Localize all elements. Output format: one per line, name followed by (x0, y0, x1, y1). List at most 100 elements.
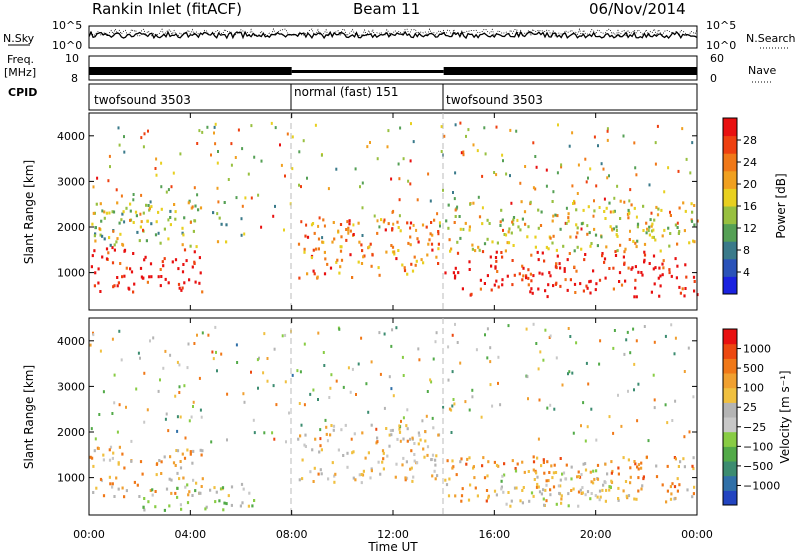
power-cell (468, 225, 471, 229)
power-cell (654, 238, 657, 242)
velocity-cell (465, 462, 468, 466)
power-cell (99, 202, 102, 206)
power-cell (323, 224, 326, 228)
power-cell (312, 248, 315, 252)
velocity-cell (352, 476, 355, 480)
velocity-cell (390, 344, 393, 348)
velocity-cell (194, 489, 197, 493)
velocity-cell (256, 358, 259, 362)
velocity-cell (431, 474, 434, 478)
power-cell (601, 252, 604, 255)
velocity-cell (399, 439, 402, 443)
power-cell (303, 250, 306, 254)
power-cell (611, 228, 614, 232)
power-cell (661, 273, 664, 277)
power-cell (199, 206, 203, 210)
power-cell (403, 266, 406, 270)
power-cell (582, 289, 585, 293)
power-cell (345, 238, 348, 242)
power-cell (674, 257, 677, 261)
velocity-cell (176, 415, 179, 419)
power-cell (398, 177, 401, 181)
velocity-cell (460, 499, 463, 503)
power-cell (586, 286, 589, 290)
power-cell (622, 255, 625, 259)
power-cell (361, 206, 364, 210)
power-cell (627, 208, 630, 212)
power-cell (185, 259, 188, 263)
power-cell (489, 255, 492, 259)
power-cell (544, 289, 547, 293)
velocity-cell (332, 428, 335, 432)
power-cell (111, 210, 114, 214)
velocity-cell (549, 403, 552, 407)
power-cell (390, 244, 393, 247)
colorbar-tick-label: −500 (743, 460, 773, 473)
power-cell (438, 221, 441, 225)
power-cell (397, 162, 400, 166)
velocity-cell (666, 489, 669, 493)
power-cell (538, 271, 541, 275)
power-cell (360, 262, 364, 265)
power-cell (253, 155, 256, 159)
power-cell (132, 193, 135, 196)
power-cell (183, 248, 187, 252)
power-cell (366, 145, 369, 149)
power-cell (646, 227, 649, 231)
power-cell (584, 157, 587, 161)
power-cell (690, 202, 693, 206)
power-cell (439, 224, 441, 228)
power-cell (497, 285, 500, 289)
velocity-cell (608, 415, 611, 419)
velocity-cell (258, 356, 260, 360)
velocity-cell (325, 425, 328, 429)
velocity-cell (332, 424, 336, 428)
velocity-cell (459, 460, 462, 464)
velocity-cell (419, 438, 422, 442)
power-cell (685, 275, 688, 279)
power-cell (613, 196, 616, 200)
velocity-cell (151, 493, 154, 497)
power-cell (313, 272, 316, 276)
velocity-cell (337, 448, 340, 452)
velocity-cell (612, 346, 615, 350)
power-cell (390, 177, 393, 181)
velocity-cell (452, 398, 455, 401)
power-cell (457, 271, 460, 275)
power-cell (630, 267, 633, 271)
velocity-cell (226, 392, 229, 396)
velocity-cell (317, 331, 320, 335)
velocity-colorbar-label: Velocity [m s⁻¹] (778, 370, 792, 463)
velocity-cell (500, 479, 503, 483)
power-cell (685, 157, 688, 161)
power-cell (410, 122, 412, 126)
power-cell (163, 227, 166, 231)
power-cell (577, 163, 580, 167)
power-cell (448, 238, 451, 242)
velocity-cell (429, 378, 432, 382)
power-cell (213, 125, 216, 129)
power-cell (329, 266, 333, 270)
power-cell (148, 208, 151, 212)
power-cell (627, 212, 631, 216)
power-cell (198, 256, 201, 260)
velocity-cell (118, 445, 121, 449)
freq-label: Freq. (7, 53, 34, 66)
power-cell (635, 215, 638, 219)
velocity-cell (564, 477, 568, 481)
velocity-cell (455, 473, 458, 477)
power-cell (483, 282, 486, 285)
power-cell (525, 276, 528, 280)
velocity-cell (466, 457, 469, 461)
velocity-cell (666, 421, 669, 425)
power-cell (426, 253, 429, 257)
velocity-cell (673, 485, 677, 489)
velocity-cell (410, 466, 413, 470)
velocity-cell (526, 375, 529, 379)
power-cell (376, 157, 379, 161)
velocity-cell (223, 501, 226, 505)
power-cell (109, 243, 112, 247)
power-cell (576, 231, 579, 235)
power-cell (662, 259, 665, 263)
velocity-cell (179, 466, 183, 470)
